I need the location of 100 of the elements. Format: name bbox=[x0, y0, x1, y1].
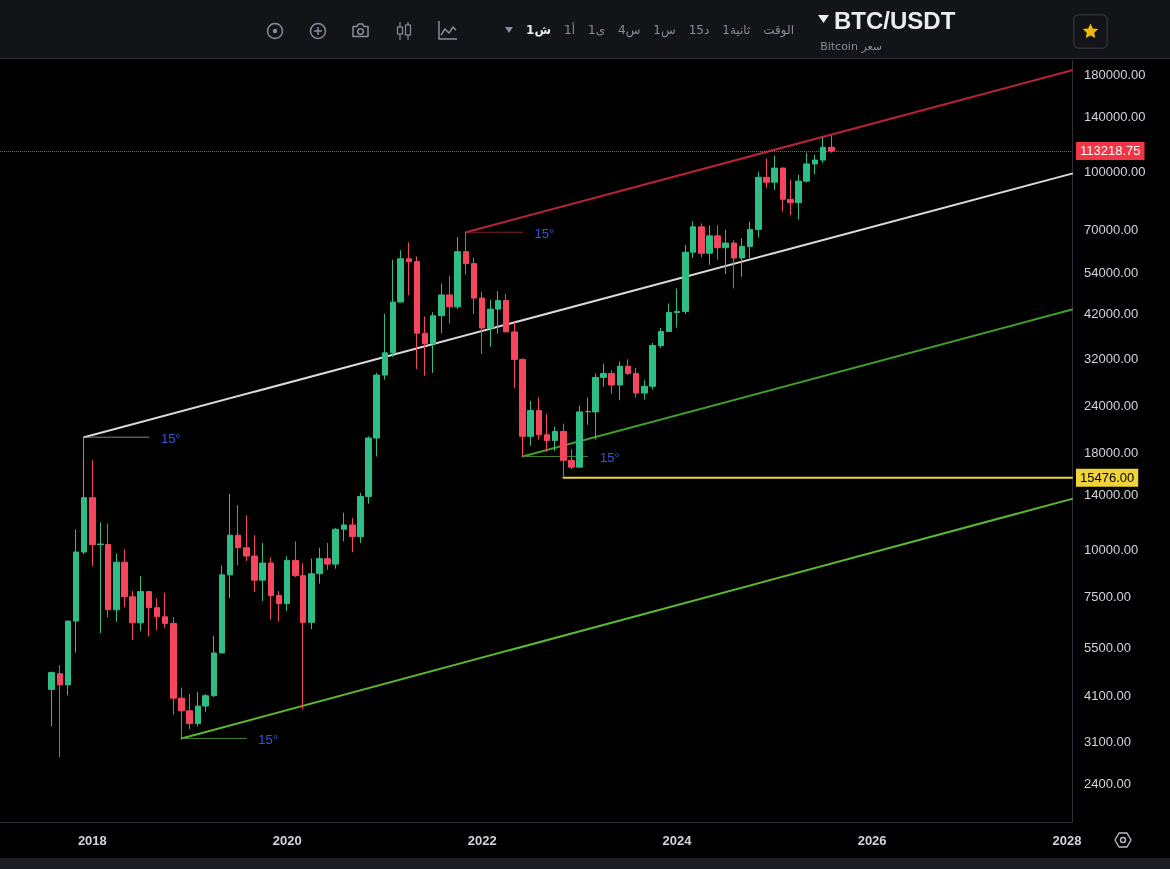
y-tick-label: 10000.00 bbox=[1084, 541, 1139, 557]
text: 1س bbox=[653, 23, 676, 37]
y-tick-label: 14000.00 bbox=[1084, 486, 1139, 502]
candlestick bbox=[105, 523, 111, 619]
candlestick bbox=[739, 237, 745, 278]
candlestick bbox=[324, 542, 331, 571]
candlestick bbox=[349, 517, 356, 553]
candlestick bbox=[527, 400, 534, 447]
y-tick-label: 140000.00 bbox=[1084, 108, 1146, 124]
text: 1ش bbox=[526, 23, 551, 37]
candlestick bbox=[658, 327, 664, 349]
text: الوقت bbox=[763, 23, 794, 37]
candlestick bbox=[698, 222, 705, 258]
candlestick bbox=[763, 158, 770, 189]
chart-title: BTC/USDT bbox=[834, 7, 956, 35]
y-tick-label: 4100.00 bbox=[1084, 688, 1131, 704]
candlestick bbox=[625, 358, 631, 376]
candlestick bbox=[332, 527, 339, 570]
candlestick bbox=[113, 552, 120, 623]
candlestick bbox=[454, 236, 461, 310]
annotation: 15° bbox=[160, 430, 181, 446]
data-label: 15476.00 bbox=[1080, 470, 1135, 486]
text: 1أ bbox=[564, 23, 575, 37]
candlestick bbox=[820, 136, 826, 164]
candlestick bbox=[771, 155, 778, 191]
candlestick bbox=[65, 620, 71, 696]
annotation: 15° bbox=[258, 731, 278, 747]
candlestick bbox=[276, 590, 282, 623]
y-tick-label: 180000.00 bbox=[1084, 67, 1146, 83]
candlestick bbox=[57, 664, 63, 758]
text: 4س bbox=[618, 23, 641, 37]
candlestick bbox=[48, 671, 55, 727]
y-tick-label: 54000.00 bbox=[1084, 264, 1139, 280]
candlestick bbox=[268, 557, 274, 621]
annotation: 15° bbox=[599, 450, 620, 466]
candlestick bbox=[674, 287, 680, 329]
ref-line-label: 113218.75 bbox=[1080, 143, 1141, 159]
text: 15د bbox=[688, 23, 710, 37]
candlestick bbox=[422, 316, 428, 377]
candlestick bbox=[536, 397, 542, 441]
candlestick bbox=[227, 493, 233, 599]
candlestick bbox=[666, 303, 672, 333]
y-tick-label: 3100.00 bbox=[1084, 734, 1131, 750]
candlestick bbox=[755, 171, 762, 239]
x-tick-label: 2028 bbox=[1052, 833, 1082, 848]
candlestick bbox=[284, 555, 290, 612]
y-tick-label: 24000.00 bbox=[1084, 398, 1139, 414]
candlestick bbox=[414, 256, 420, 370]
candlestick bbox=[235, 504, 241, 566]
candlestick bbox=[341, 512, 347, 542]
annotation: 15° bbox=[534, 225, 555, 241]
candlestick bbox=[219, 564, 225, 654]
candlestick bbox=[89, 459, 96, 567]
candlestick bbox=[544, 413, 550, 453]
candlestick bbox=[259, 542, 266, 602]
x-tick-label: 2026 bbox=[857, 833, 887, 848]
candlestick bbox=[503, 293, 509, 333]
x-tick-label: 2024 bbox=[662, 833, 693, 848]
x-tick-label: 2022 bbox=[467, 833, 497, 848]
candlestick bbox=[382, 313, 388, 381]
candlestick bbox=[731, 239, 737, 289]
candlestick bbox=[633, 367, 639, 399]
candlestick bbox=[154, 598, 160, 631]
candlestick bbox=[463, 231, 469, 276]
y-tick-label: 70000.00 bbox=[1084, 222, 1139, 238]
candlestick bbox=[137, 575, 144, 632]
candlestick bbox=[406, 241, 412, 296]
candlestick bbox=[446, 275, 453, 324]
candlestick bbox=[714, 224, 721, 261]
chart-subtitle: سعر Bitcoin bbox=[820, 40, 882, 53]
candlestick bbox=[211, 635, 217, 698]
candlestick bbox=[81, 436, 87, 555]
y-tick-label: 32000.00 bbox=[1084, 350, 1139, 366]
candlestick bbox=[430, 311, 436, 374]
candlestick bbox=[812, 154, 818, 175]
y-tick-label: 100000.00 bbox=[1084, 163, 1146, 179]
candlestick bbox=[722, 229, 729, 275]
y-tick-label: 7500.00 bbox=[1084, 589, 1131, 605]
y-tick-label: 2400.00 bbox=[1084, 776, 1131, 792]
candlestick bbox=[747, 221, 753, 259]
x-tick-label: 2020 bbox=[272, 833, 302, 848]
candlestick bbox=[552, 426, 558, 452]
candlestick bbox=[706, 224, 713, 266]
candlestick bbox=[828, 134, 835, 154]
candlestick bbox=[479, 291, 485, 355]
y-tick-label: 5500.00 bbox=[1084, 640, 1131, 655]
candlestick bbox=[73, 528, 79, 654]
candlestick bbox=[97, 521, 104, 634]
candlestick bbox=[576, 405, 583, 468]
x-tick-label: 2018 bbox=[77, 833, 107, 848]
text: 1ى bbox=[587, 23, 606, 37]
candlestick bbox=[471, 257, 477, 315]
candlestick bbox=[608, 369, 615, 395]
candlestick bbox=[162, 592, 168, 629]
candlestick bbox=[438, 282, 445, 334]
y-tick-label: 42000.00 bbox=[1084, 306, 1139, 322]
text: 1ثانية bbox=[722, 23, 751, 37]
y-tick-label: 18000.00 bbox=[1084, 445, 1139, 461]
candlestick bbox=[617, 360, 623, 401]
candlestick bbox=[146, 590, 152, 638]
